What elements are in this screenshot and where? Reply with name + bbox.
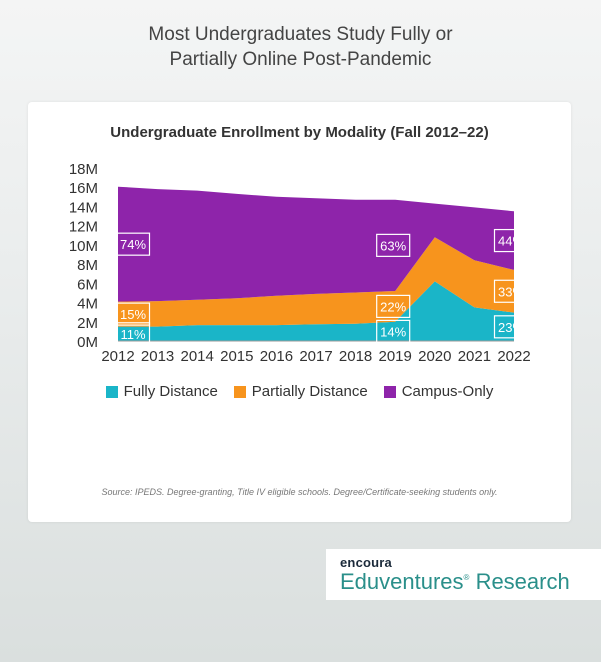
chart-card: Undergraduate Enrollment by Modality (Fa…: [28, 102, 571, 522]
y-tick-label: 10M: [69, 238, 98, 255]
x-tick-label: 2012: [101, 348, 134, 365]
y-tick-label: 2M: [77, 315, 98, 332]
y-tick-label: 6M: [77, 276, 98, 293]
y-tick-label: 18M: [69, 161, 98, 178]
data-label: 74%: [120, 237, 146, 252]
x-tick-label: 2015: [220, 348, 253, 365]
data-label: 23%: [498, 320, 524, 335]
data-label-box: [115, 322, 151, 346]
data-label-box: [493, 279, 529, 303]
brand-logo: encoura Eduventures® Research: [326, 549, 601, 600]
data-label-box: [376, 294, 411, 318]
data-label-box: [115, 302, 151, 326]
x-tick-label: 2020: [418, 348, 451, 365]
data-label-box: [493, 228, 529, 253]
data-label-box: [376, 233, 411, 257]
chart-title: Undergraduate Enrollment by Modality (Fa…: [110, 124, 489, 141]
legend-swatch: [383, 385, 396, 398]
area-campus-only: [118, 186, 514, 302]
legend-item-partially-distance: Partially Distance: [233, 383, 368, 400]
page-title-line-2: Partially Online Post-Pandemic: [169, 49, 432, 70]
legend-label: Campus-Only: [401, 383, 494, 400]
legend-swatch: [233, 385, 246, 398]
x-tick-label: 2018: [339, 348, 372, 365]
chart-legend: Fully Distance Partially Distance Campus-O…: [28, 383, 571, 400]
legend-label: Partially Distance: [251, 383, 368, 400]
brand-top: encoura: [340, 555, 392, 570]
data-label: 11%: [120, 327, 145, 342]
x-tick-label: 2021: [458, 348, 491, 365]
source-note: Source: IPEDS. Degree-granting, Title IV…: [101, 487, 498, 497]
area-fully-distance: [118, 281, 514, 341]
page-title-line-1: Most Undergraduates Study Fully or: [148, 24, 453, 45]
data-label: 33%: [498, 284, 524, 299]
data-label: 15%: [120, 307, 146, 322]
data-label: 14%: [380, 324, 406, 339]
page-title: Most Undergraduates Study Fully or Parti…: [0, 22, 601, 72]
y-tick-label: 16M: [69, 180, 98, 197]
y-tick-label: 12M: [69, 219, 98, 236]
x-tick-label: 2019: [379, 348, 412, 365]
x-tick-label: 2014: [181, 348, 214, 365]
data-label: 44%: [498, 234, 524, 249]
brand-suffix: Research: [475, 569, 570, 594]
enrollment-area-chart: 0M 2M 4M 6M 8M 10M 12M 14M 16M 18M 2012 2013 2014 201…: [69, 161, 531, 365]
legend-label: Fully Distance: [123, 383, 218, 400]
y-tick-label: 8M: [77, 257, 98, 274]
y-tick-label: 14M: [69, 199, 98, 216]
legend-item-campus-only: Campus-Only: [383, 383, 494, 400]
x-tick-label: 2013: [141, 348, 174, 365]
brand-main: Eduventures® Research: [340, 569, 570, 595]
brand-reg: ®: [463, 573, 470, 582]
x-tick-label: 2016: [260, 348, 293, 365]
data-label-box: [376, 319, 411, 343]
y-tick-label: 0M: [77, 334, 98, 351]
y-tick-label: 4M: [77, 296, 98, 313]
legend-item-fully-distance: Fully Distance: [105, 383, 218, 400]
data-label-box: [493, 315, 529, 339]
x-tick-label: 2022: [497, 348, 530, 365]
brand-name: Eduventures: [340, 569, 464, 594]
area-partially-distance: [118, 237, 514, 327]
data-label: 22%: [380, 299, 406, 314]
data-label: 63%: [380, 238, 406, 253]
data-label-box: [115, 232, 151, 256]
legend-swatch: [105, 385, 118, 398]
x-tick-label: 2017: [299, 348, 332, 365]
